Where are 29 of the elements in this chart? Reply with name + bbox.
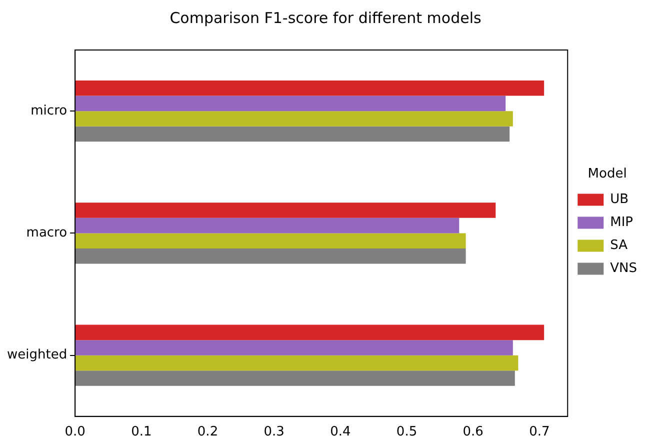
x-tick-label: 0.5: [396, 424, 418, 440]
x-tick-label: 0.1: [131, 424, 152, 440]
x-tick-label: 0.4: [330, 424, 351, 440]
bar: [75, 202, 496, 218]
x-tick-label: 0.2: [197, 424, 218, 440]
legend-title: Model: [588, 166, 627, 182]
bar: [75, 324, 544, 340]
bar: [75, 248, 466, 264]
y-tick-label: micro: [30, 103, 68, 118]
bar: [75, 218, 460, 234]
x-tick-label: 0.0: [64, 424, 86, 440]
x-tick-label: 0.7: [529, 424, 550, 440]
bar: [75, 340, 513, 356]
legend-label: MIP: [610, 215, 634, 230]
legend-label: VNS: [610, 261, 638, 276]
y-tick-label: macro: [26, 226, 68, 241]
x-tick-label: 0.6: [462, 424, 484, 440]
bar: [75, 233, 466, 248]
x-tick-label: 0.3: [264, 424, 284, 440]
legend-label: SA: [610, 238, 628, 254]
bar: [75, 126, 510, 142]
y-tick-label: weighted: [6, 348, 68, 363]
bar: [75, 370, 515, 386]
bar: [75, 111, 513, 126]
bar: [75, 96, 506, 112]
bar: [75, 355, 518, 371]
bar: [75, 80, 544, 96]
legend-label: UB: [610, 192, 629, 208]
chart-title: Comparison F1-score for different models: [170, 8, 482, 27]
